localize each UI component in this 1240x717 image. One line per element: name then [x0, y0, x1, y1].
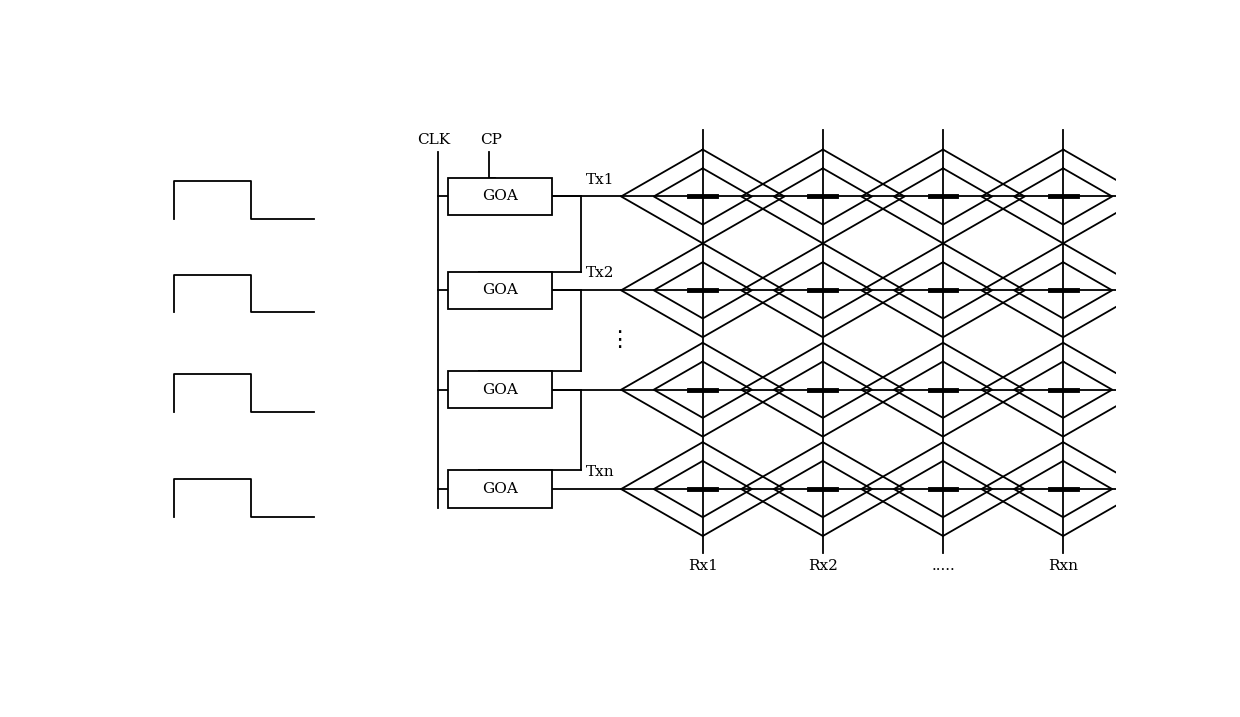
Text: Txn: Txn	[585, 465, 614, 479]
Text: GOA: GOA	[482, 283, 518, 298]
FancyBboxPatch shape	[448, 272, 552, 309]
Text: CP: CP	[480, 133, 502, 147]
FancyBboxPatch shape	[448, 470, 552, 508]
Text: ⋮: ⋮	[608, 330, 630, 350]
FancyBboxPatch shape	[448, 178, 552, 215]
Text: Rx2: Rx2	[808, 559, 838, 573]
Text: Rx1: Rx1	[688, 559, 718, 573]
Text: GOA: GOA	[482, 383, 518, 397]
Text: Rxn: Rxn	[1048, 559, 1078, 573]
Text: GOA: GOA	[482, 482, 518, 496]
Text: CLK: CLK	[417, 133, 450, 147]
Text: Tx2: Tx2	[585, 267, 614, 280]
Text: GOA: GOA	[482, 189, 518, 204]
Text: .....: .....	[931, 559, 955, 573]
FancyBboxPatch shape	[448, 371, 552, 409]
Text: Tx1: Tx1	[585, 173, 614, 186]
